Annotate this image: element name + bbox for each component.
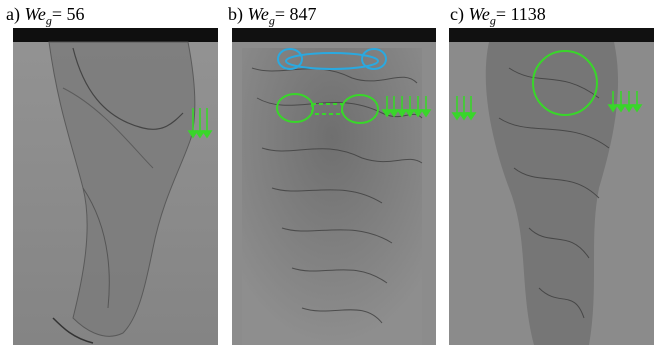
panel-a-caption: a) Weg= 56 xyxy=(6,3,84,32)
panel-b: b) Weg= 847 xyxy=(222,0,444,345)
panel-b-value: = 847 xyxy=(274,4,317,24)
panel-c-image xyxy=(449,28,654,345)
down-arrow-icon xyxy=(187,108,213,139)
panel-b-prefix: b) xyxy=(228,4,243,24)
panel-b-symbol: We xyxy=(247,4,269,24)
panel-c: c) Weg= 1138 xyxy=(444,0,656,345)
panel-a-symbol: We xyxy=(24,4,46,24)
nozzle-a xyxy=(13,28,218,42)
panel-a-subscript: g xyxy=(45,13,52,28)
down-arrow-icon xyxy=(607,91,643,113)
panel-b-subscript: g xyxy=(268,13,275,28)
nozzle-c xyxy=(449,28,654,42)
down-arrow-icon xyxy=(451,96,477,121)
nozzle-b xyxy=(232,28,436,42)
down-arrow-icon xyxy=(381,96,432,118)
panel-a-value: = 56 xyxy=(51,4,85,24)
panel-a-prefix: a) xyxy=(6,4,20,24)
panel-a-image xyxy=(13,28,218,345)
panel-c-symbol: We xyxy=(468,4,490,24)
panel-c-value: = 1138 xyxy=(495,4,546,24)
panel-a: a) Weg= 56 xyxy=(0,0,222,345)
panel-c-subscript: g xyxy=(489,13,496,28)
panel-b-image xyxy=(232,28,436,345)
panel-b-caption: b) Weg= 847 xyxy=(228,3,317,32)
panel-c-prefix: c) xyxy=(450,4,464,24)
panel-c-caption: c) Weg= 1138 xyxy=(450,3,546,32)
